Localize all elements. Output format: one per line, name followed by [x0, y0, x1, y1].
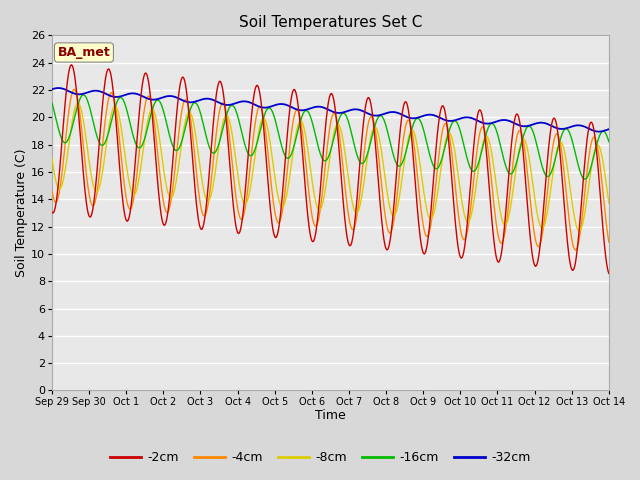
Legend: -2cm, -4cm, -8cm, -16cm, -32cm: -2cm, -4cm, -8cm, -16cm, -32cm	[104, 446, 536, 469]
Title: Soil Temperatures Set C: Soil Temperatures Set C	[239, 15, 422, 30]
Text: BA_met: BA_met	[58, 46, 110, 59]
Y-axis label: Soil Temperature (C): Soil Temperature (C)	[15, 149, 28, 277]
X-axis label: Time: Time	[315, 409, 346, 422]
